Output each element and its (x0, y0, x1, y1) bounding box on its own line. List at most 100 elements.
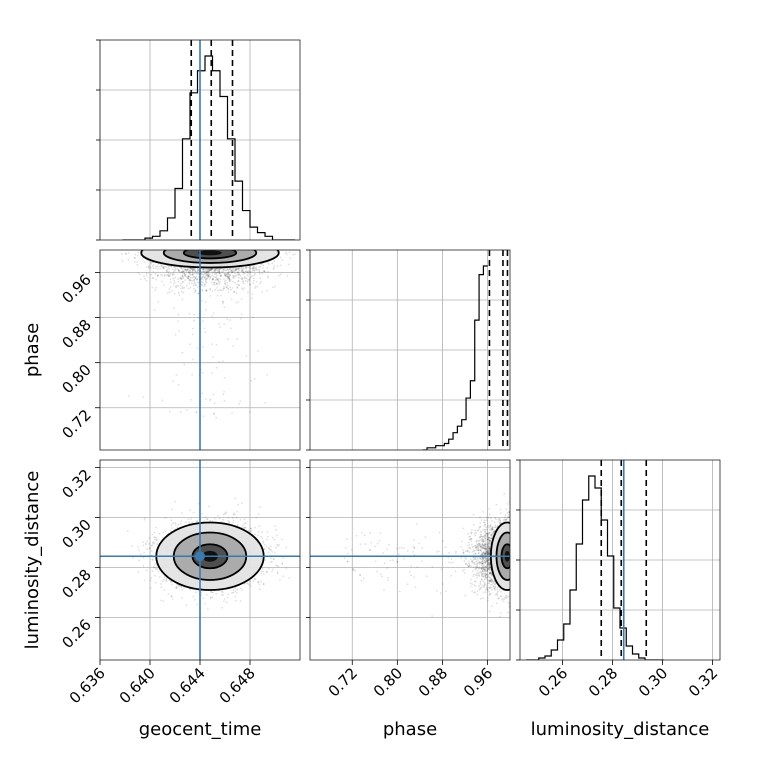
sample-point (188, 279, 191, 282)
sample-point (174, 523, 177, 526)
sample-point (210, 590, 212, 593)
sample-point (213, 412, 215, 415)
sample-point (228, 277, 231, 280)
sample-point (145, 266, 148, 268)
sample-point (246, 274, 249, 277)
sample-point (285, 567, 288, 569)
sample-point (166, 292, 169, 294)
sample-point (151, 261, 153, 264)
sample-point (225, 286, 228, 289)
sample-point (240, 267, 242, 269)
sample-point (181, 512, 184, 515)
sample-point (276, 543, 278, 546)
sample-point (252, 282, 255, 284)
sample-point (163, 284, 165, 286)
sample-point (143, 579, 146, 582)
sample-point (196, 272, 198, 275)
sample-point (227, 288, 230, 290)
sample-point (173, 270, 175, 273)
sample-point (181, 281, 184, 283)
sample-point (255, 269, 258, 271)
sample-point (171, 380, 174, 382)
sample-point (227, 271, 230, 274)
sample-point (251, 267, 254, 270)
sample-point (196, 519, 198, 522)
sample-point (277, 565, 280, 568)
sample-point (294, 253, 296, 256)
sample-point (177, 313, 180, 316)
sample-point (164, 517, 167, 519)
sample-point (234, 497, 237, 500)
sample-point (233, 275, 236, 277)
sample-point (162, 267, 165, 270)
sample-point (238, 269, 241, 272)
sample-point (246, 271, 249, 274)
sample-point (182, 270, 185, 273)
sample-point (253, 274, 255, 277)
sample-point (215, 366, 218, 369)
sample-point (190, 267, 193, 270)
sample-point (182, 291, 185, 294)
sample-point (193, 314, 196, 316)
sample-point (212, 278, 215, 280)
sample-point (241, 269, 244, 272)
sample-point (219, 280, 221, 283)
sample-point (218, 272, 221, 275)
sample-point (222, 591, 224, 593)
sample-point (171, 274, 174, 276)
sample-point (266, 267, 268, 269)
sample-point (223, 323, 226, 326)
sample-point (222, 518, 225, 521)
sample-point (171, 583, 173, 586)
sample-point (261, 291, 264, 293)
sample-point (171, 273, 174, 276)
sample-point (247, 583, 250, 585)
sample-point (163, 275, 166, 277)
sample-point (189, 267, 192, 270)
sample-point (224, 275, 227, 277)
sample-point (191, 279, 194, 282)
sample-point (197, 502, 200, 505)
sample-point (210, 281, 213, 284)
sample-point (211, 289, 214, 292)
sample-point (191, 267, 194, 270)
sample-point (192, 273, 195, 275)
sample-point (223, 282, 226, 285)
sample-point (156, 274, 159, 277)
sample-point (271, 262, 274, 265)
sample-point (216, 274, 218, 277)
sample-point (242, 282, 245, 285)
sample-point (223, 600, 225, 603)
sample-point (225, 283, 227, 286)
sample-point (180, 290, 183, 293)
sample-point (200, 276, 203, 279)
sample-point (205, 281, 208, 284)
sample-point (260, 280, 262, 283)
sample-point (151, 286, 154, 289)
sample-point (244, 266, 247, 269)
panel-phase_vs_geocent_time (121, 250, 296, 419)
sample-point (267, 547, 270, 549)
sample-point (258, 525, 261, 528)
sample-point (219, 278, 222, 280)
sample-point (188, 270, 191, 273)
sample-point (240, 298, 243, 300)
sample-point (165, 274, 168, 276)
sample-point (187, 271, 190, 274)
sample-point (204, 275, 207, 277)
sample-point (276, 534, 278, 537)
sample-point (194, 284, 197, 286)
sample-point (248, 411, 251, 414)
sample-point (261, 267, 264, 269)
sample-point (234, 275, 237, 277)
sample-point (154, 272, 157, 275)
sample-point (214, 276, 217, 279)
sample-point (186, 284, 188, 287)
sample-point (270, 549, 273, 551)
sample-point (259, 265, 262, 268)
sample-point (180, 271, 183, 273)
sample-point (255, 266, 258, 269)
sample-point (147, 265, 150, 268)
sample-point (162, 531, 165, 534)
sample-point (202, 268, 205, 271)
